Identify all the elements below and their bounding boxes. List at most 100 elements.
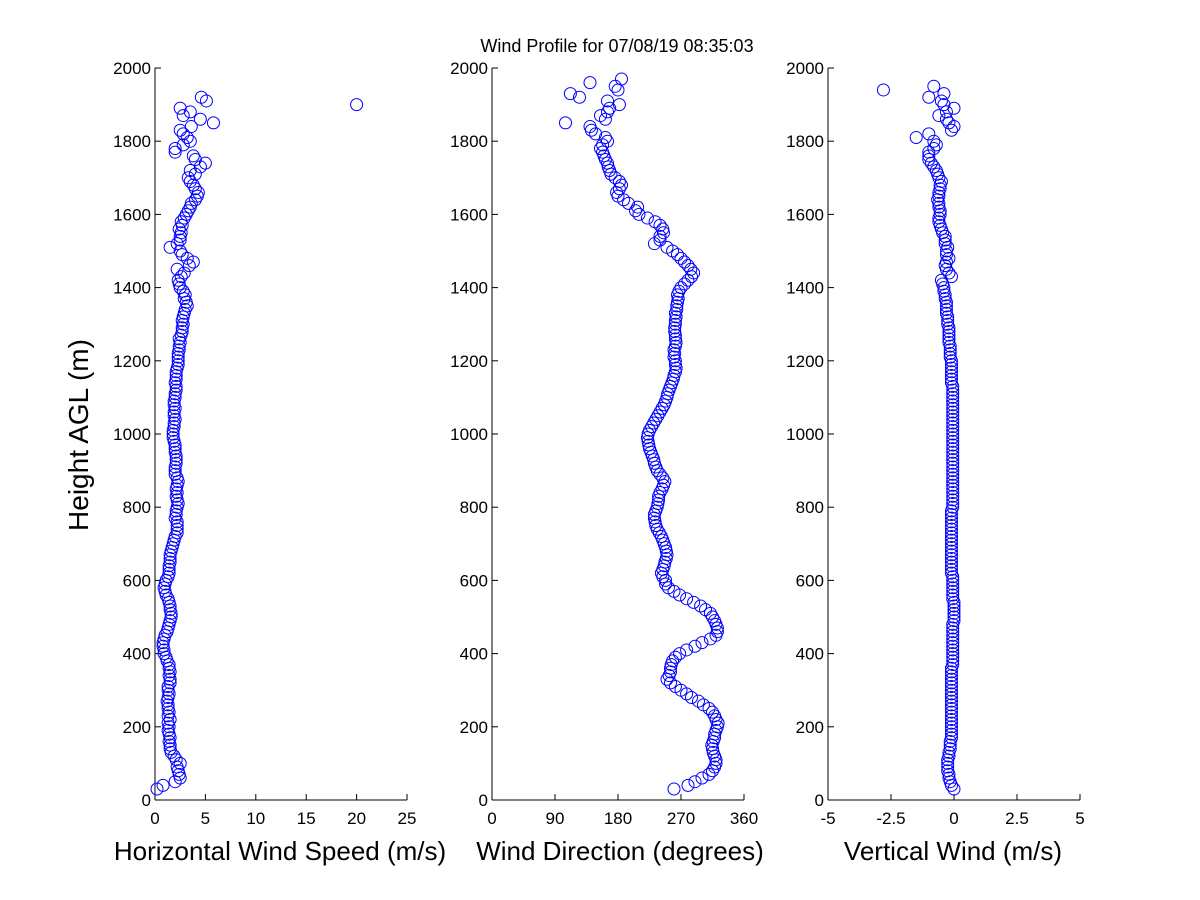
speed-data-point <box>163 240 177 254</box>
speed-data-point <box>174 226 188 240</box>
vertical-data-point <box>939 112 953 126</box>
direction-data-point <box>653 405 667 419</box>
speed-data-point <box>169 508 183 522</box>
speed-data-point <box>198 156 212 170</box>
speed-data-point <box>178 288 192 302</box>
direction-data-point <box>674 251 688 265</box>
vertical-data-point <box>944 357 958 371</box>
vertical-data-point <box>929 163 943 177</box>
speed-data-point <box>156 778 170 792</box>
speed-data-point <box>182 259 196 273</box>
vertical-data-point <box>936 226 950 240</box>
vertical-data-point <box>946 584 960 598</box>
direction-data-point <box>706 705 719 719</box>
direction-data-point <box>655 401 669 415</box>
speed-data-point <box>173 244 187 258</box>
vertical-data-point <box>944 694 958 708</box>
vertical-data-point <box>937 87 951 101</box>
direction-data-point <box>563 87 577 101</box>
vertical-data-point <box>909 131 923 145</box>
speed-data-point <box>161 680 175 694</box>
vertical-data-point <box>946 486 960 500</box>
speed-data-point <box>177 211 191 225</box>
vertical-x-tick-label: 0 <box>949 809 958 828</box>
direction-y-tick-label: 200 <box>460 718 488 737</box>
vertical-data-point <box>946 456 960 470</box>
direction-data-point <box>583 76 597 90</box>
vertical-data-point <box>944 723 958 737</box>
vertical-data-point <box>942 336 956 349</box>
direction-data-point <box>658 475 672 489</box>
direction-data-point <box>601 134 614 148</box>
speed-data-point <box>168 442 182 456</box>
speed-y-tick-label: 1000 <box>113 425 151 444</box>
vertical-y-tick-label: 1200 <box>786 352 824 371</box>
vertical-data-point <box>938 292 952 306</box>
speed-data-point <box>188 153 202 166</box>
vertical-data-point <box>946 383 960 397</box>
vertical-data-point <box>942 328 956 342</box>
vertical-data-point <box>934 273 948 287</box>
speed-data-point <box>193 112 207 126</box>
direction-data-point <box>652 526 666 540</box>
vertical-data-point <box>946 416 960 430</box>
vertical-data-point <box>946 625 960 639</box>
vertical-data-point <box>939 303 953 317</box>
vertical-data-point <box>943 346 957 360</box>
vertical-data-point <box>938 229 952 243</box>
vertical-data-point <box>944 511 958 525</box>
direction-data-point <box>664 665 677 679</box>
speed-data-point <box>169 383 183 397</box>
speed-data-point <box>171 357 185 371</box>
speed-data-point <box>183 134 197 148</box>
direction-y-tick-label: 2000 <box>450 59 488 78</box>
speed-data-point <box>176 109 190 123</box>
vertical-data-point <box>944 551 958 565</box>
vertical-data-point <box>947 614 961 628</box>
speed-data-point <box>157 647 171 661</box>
vertical-data-point <box>944 548 958 562</box>
vertical-data-point <box>944 526 958 540</box>
speed-data-point <box>169 753 183 767</box>
vertical-data-point <box>944 372 958 386</box>
speed-data-point <box>161 716 175 730</box>
speed-data-point <box>167 409 181 423</box>
speed-x-tick-label: 5 <box>201 809 210 828</box>
direction-data-point <box>647 416 661 430</box>
direction-data-point <box>673 647 687 661</box>
speed-data-point <box>172 343 186 357</box>
speed-data-point <box>174 270 188 284</box>
vertical-wind-xlabel: Vertical Wind (m/s) <box>844 836 1062 866</box>
vertical-data-point <box>946 636 960 650</box>
direction-data-point <box>596 138 610 152</box>
vertical-data-point <box>946 639 960 653</box>
vertical-data-point <box>946 438 960 452</box>
direction-x-tick-label: 270 <box>667 809 695 828</box>
direction-x-tick-label: 360 <box>730 809 758 828</box>
direction-data-point <box>660 240 674 254</box>
speed-data-point <box>166 431 180 445</box>
speed-y-tick-label: 800 <box>123 498 151 517</box>
direction-y-tick-label: 1400 <box>450 279 488 298</box>
speed-data-point <box>163 676 177 690</box>
direction-data-point <box>640 211 654 225</box>
speed-x-tick-label: 10 <box>246 809 265 828</box>
figure-title: Wind Profile for 07/08/19 08:35:03 <box>480 36 753 56</box>
speed-y-tick-label: 1200 <box>113 352 151 371</box>
direction-data-point <box>703 606 717 620</box>
speed-data-point <box>168 467 182 481</box>
vertical-data-point <box>946 460 960 474</box>
vertical-data-point <box>922 153 936 166</box>
vertical-data-point <box>944 691 958 705</box>
speed-data-point <box>186 178 200 192</box>
direction-data-point <box>664 676 677 690</box>
direction-data-point <box>612 174 626 188</box>
vertical-data-point <box>946 387 960 401</box>
vertical-data-point <box>946 478 960 492</box>
wind-direction-panel: 0 200 400 600 800 1000 1200 1400 1600 1800 2000 0 90… <box>450 59 758 828</box>
vertical-data-point <box>932 189 946 203</box>
speed-y-tick-label: 200 <box>123 718 151 737</box>
vertical-data-point <box>944 544 958 558</box>
direction-data-point <box>668 317 682 331</box>
direction-data-point <box>668 680 682 694</box>
